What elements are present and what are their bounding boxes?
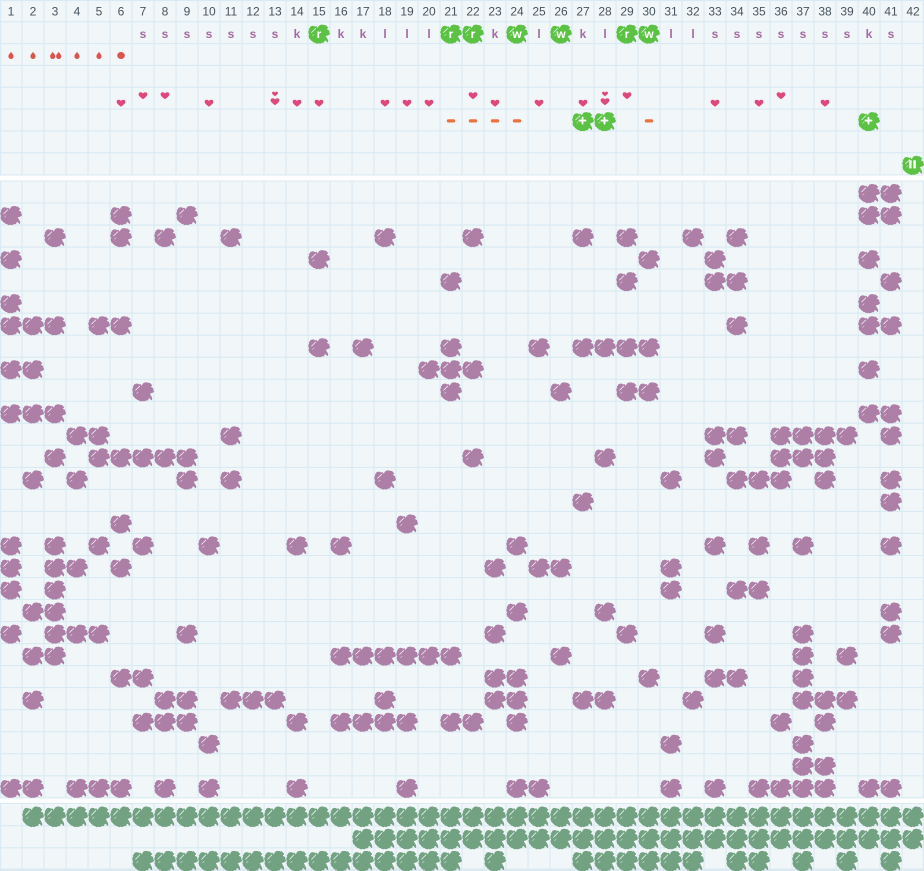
svg-text:s: s bbox=[712, 27, 719, 41]
svg-text:s: s bbox=[140, 27, 147, 41]
svg-text:6: 6 bbox=[118, 4, 125, 18]
svg-text:5: 5 bbox=[96, 4, 103, 18]
svg-text:s: s bbox=[184, 27, 191, 41]
svg-text:34: 34 bbox=[730, 4, 744, 18]
svg-text:r: r bbox=[449, 27, 454, 41]
svg-text:4: 4 bbox=[74, 4, 81, 18]
svg-text:11: 11 bbox=[225, 4, 238, 18]
svg-text:19: 19 bbox=[400, 4, 414, 18]
svg-text:27: 27 bbox=[576, 4, 590, 18]
svg-text:s: s bbox=[162, 27, 169, 41]
svg-text:8: 8 bbox=[162, 4, 169, 18]
svg-text:s: s bbox=[250, 27, 257, 41]
svg-text:s: s bbox=[206, 27, 213, 41]
svg-text:17: 17 bbox=[356, 4, 370, 18]
svg-text:24: 24 bbox=[510, 4, 524, 18]
svg-text:s: s bbox=[228, 27, 235, 41]
svg-text:s: s bbox=[822, 27, 829, 41]
svg-text:k: k bbox=[338, 27, 345, 41]
svg-text:s: s bbox=[272, 27, 279, 41]
svg-text:r: r bbox=[471, 27, 476, 41]
svg-text:k: k bbox=[294, 27, 301, 41]
svg-text:36: 36 bbox=[774, 4, 788, 18]
svg-text:s: s bbox=[734, 27, 741, 41]
svg-text:7: 7 bbox=[140, 4, 147, 18]
svg-text:16: 16 bbox=[334, 4, 348, 18]
svg-text:l: l bbox=[427, 27, 430, 41]
svg-text:41: 41 bbox=[884, 4, 898, 18]
svg-text:26: 26 bbox=[554, 4, 568, 18]
svg-text:14: 14 bbox=[290, 4, 304, 18]
svg-text:40: 40 bbox=[862, 4, 876, 18]
svg-text:42: 42 bbox=[906, 4, 920, 18]
svg-text:w: w bbox=[643, 27, 654, 41]
svg-text:l: l bbox=[537, 27, 540, 41]
svg-text:22: 22 bbox=[466, 4, 480, 18]
svg-text:31: 31 bbox=[664, 4, 678, 18]
svg-text:29: 29 bbox=[620, 4, 634, 18]
svg-text:35: 35 bbox=[752, 4, 766, 18]
svg-text:37: 37 bbox=[796, 4, 810, 18]
svg-text:21: 21 bbox=[444, 4, 458, 18]
svg-text:w: w bbox=[555, 27, 566, 41]
svg-text:r: r bbox=[317, 27, 322, 41]
svg-text:k: k bbox=[360, 27, 367, 41]
svg-text:23: 23 bbox=[488, 4, 502, 18]
svg-text:1: 1 bbox=[8, 4, 15, 18]
svg-text:18: 18 bbox=[378, 4, 392, 18]
svg-text:l: l bbox=[603, 27, 606, 41]
svg-text:l: l bbox=[669, 27, 672, 41]
svg-text:s: s bbox=[800, 27, 807, 41]
svg-text:2: 2 bbox=[30, 4, 37, 18]
svg-text:s: s bbox=[844, 27, 851, 41]
svg-text:32: 32 bbox=[686, 4, 700, 18]
svg-text:l: l bbox=[383, 27, 386, 41]
svg-text:33: 33 bbox=[708, 4, 722, 18]
svg-text:15: 15 bbox=[312, 4, 326, 18]
svg-text:w: w bbox=[511, 27, 522, 41]
svg-text:12: 12 bbox=[246, 4, 260, 18]
svg-text:3: 3 bbox=[52, 4, 59, 18]
svg-text:k: k bbox=[866, 27, 873, 41]
svg-text:s: s bbox=[888, 27, 895, 41]
svg-text:s: s bbox=[778, 27, 785, 41]
svg-text:28: 28 bbox=[598, 4, 612, 18]
svg-text:10: 10 bbox=[202, 4, 216, 18]
svg-text:k: k bbox=[580, 27, 587, 41]
svg-text:9: 9 bbox=[184, 4, 191, 18]
svg-text:38: 38 bbox=[818, 4, 832, 18]
svg-text:30: 30 bbox=[642, 4, 656, 18]
svg-text:r: r bbox=[625, 27, 630, 41]
svg-text:s: s bbox=[756, 27, 763, 41]
svg-text:20: 20 bbox=[422, 4, 436, 18]
svg-text:l: l bbox=[405, 27, 408, 41]
svg-text:k: k bbox=[492, 27, 499, 41]
svg-text:39: 39 bbox=[840, 4, 854, 18]
svg-text:l: l bbox=[691, 27, 694, 41]
svg-text:13: 13 bbox=[268, 4, 282, 18]
svg-text:25: 25 bbox=[532, 4, 546, 18]
